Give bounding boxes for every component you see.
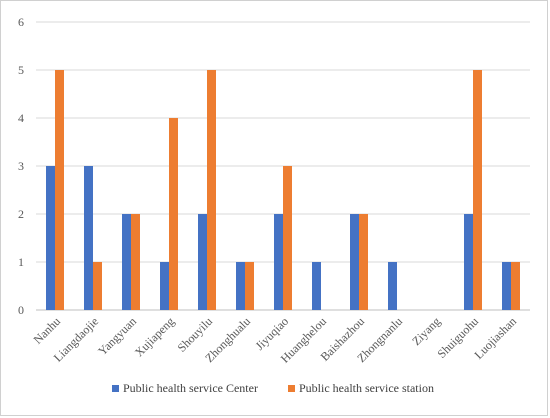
bar — [93, 262, 102, 310]
bar — [131, 214, 140, 310]
y-tick-label: 5 — [18, 63, 24, 77]
bar — [502, 262, 511, 310]
legend-swatch — [112, 385, 119, 392]
gridlines — [36, 21, 530, 311]
bar — [511, 262, 520, 310]
x-tick-label: Nanhu — [31, 314, 64, 347]
bar — [198, 214, 207, 310]
x-axis-ticks: NanhuLiangdaojieYangyuanXujiapengShouyil… — [31, 314, 520, 365]
bars — [46, 70, 520, 310]
y-axis-ticks: 0 1 2 3 4 5 6 — [18, 15, 24, 317]
legend-label: Public health service Center — [123, 381, 258, 395]
y-tick-label: 3 — [18, 159, 24, 173]
bar — [207, 70, 216, 310]
y-tick-label: 6 — [18, 15, 24, 29]
x-tick-label: Luojiashan — [472, 314, 520, 362]
y-tick-label: 1 — [18, 255, 24, 269]
bar — [283, 166, 292, 310]
bar — [359, 214, 368, 310]
bar — [160, 262, 169, 310]
legend: Public health service Center Public healt… — [112, 381, 434, 395]
bar — [169, 118, 178, 310]
bar — [350, 214, 359, 310]
legend-swatch — [288, 385, 295, 392]
bar — [236, 262, 245, 310]
bar — [84, 166, 93, 310]
y-tick-label: 4 — [18, 111, 24, 125]
bar — [55, 70, 64, 310]
bar — [274, 214, 283, 310]
bar — [312, 262, 321, 310]
bar — [473, 70, 482, 310]
x-tick-label: Ziyang — [409, 314, 443, 348]
bar — [245, 262, 254, 310]
y-tick-label: 2 — [18, 207, 24, 221]
legend-label: Public health service station — [299, 381, 434, 395]
bar — [464, 214, 473, 310]
bar — [122, 214, 131, 310]
y-tick-label: 0 — [18, 303, 24, 317]
bar — [46, 166, 55, 310]
x-tick-label: Xujiapeng — [132, 314, 177, 359]
bar — [388, 262, 397, 310]
